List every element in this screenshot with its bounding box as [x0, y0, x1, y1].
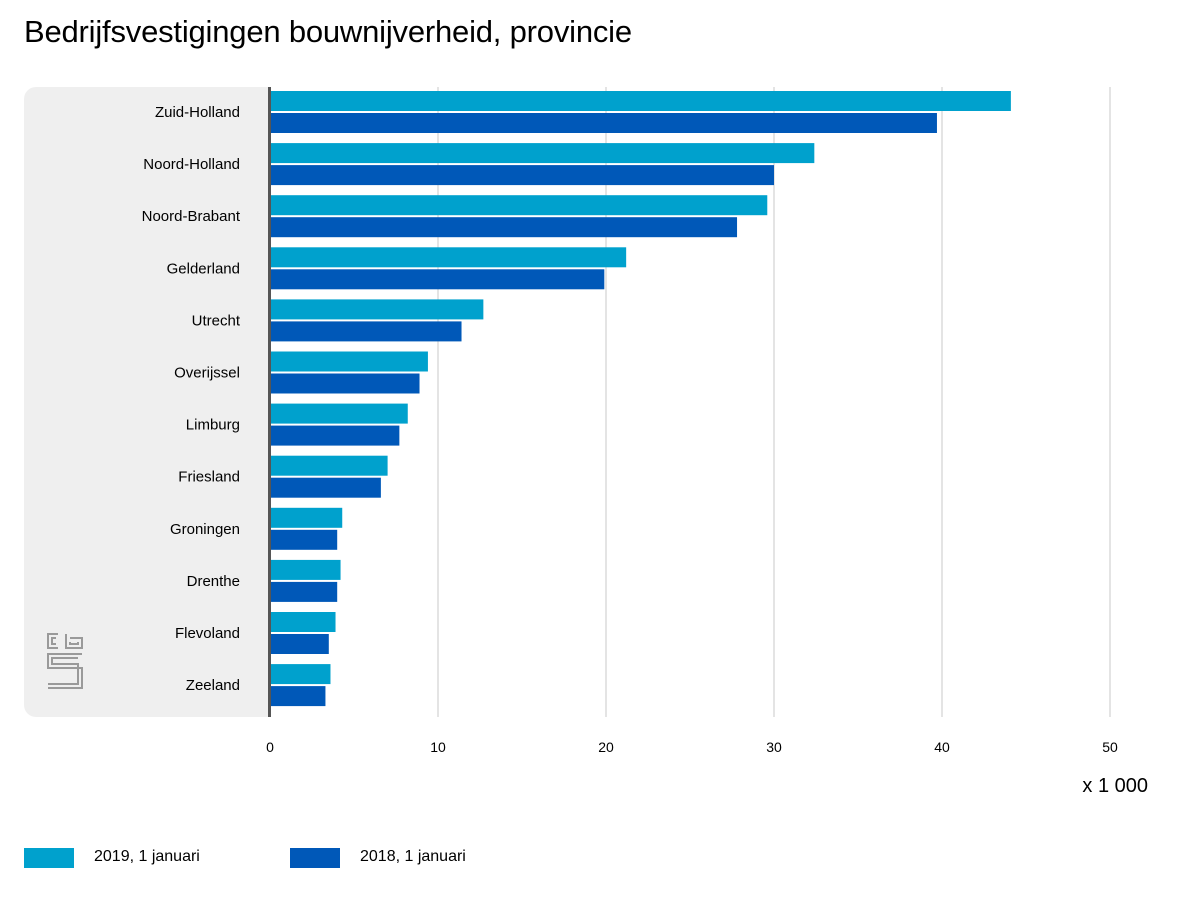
- bar-2019: [270, 559, 341, 580]
- x-axis-unit-label: x 1 000: [1082, 775, 1148, 797]
- bar-2018: [270, 425, 400, 446]
- bar-2018: [270, 529, 338, 550]
- bar-2019: [270, 299, 484, 320]
- category-label: Utrecht: [192, 312, 241, 329]
- legend-swatch-2018: [290, 848, 340, 868]
- x-tick-label: 30: [766, 739, 782, 755]
- category-label: Gelderland: [167, 260, 240, 277]
- bar-2018: [270, 686, 326, 707]
- bar-2019: [270, 91, 1011, 111]
- bar-2018: [270, 581, 338, 602]
- bar-2019: [270, 351, 428, 372]
- bar-2019: [270, 403, 408, 424]
- x-tick-label: 10: [430, 739, 446, 755]
- x-tick-label: 0: [266, 739, 274, 755]
- bar-2018: [270, 321, 462, 342]
- legend-swatch-2019: [24, 848, 74, 868]
- x-tick-label: 50: [1102, 739, 1118, 755]
- category-label: Noord-Holland: [143, 156, 240, 173]
- bar-2019: [270, 507, 343, 528]
- bar-2018: [270, 269, 605, 290]
- bar-2019: [270, 143, 815, 164]
- bar-2018: [270, 165, 774, 186]
- category-label: Flevoland: [175, 625, 240, 642]
- bar-2018: [270, 373, 420, 394]
- x-axis-ticks: 0 10 20 30 40 50: [266, 739, 1118, 755]
- x-tick-label: 20: [598, 739, 614, 755]
- bar-2018: [270, 217, 738, 238]
- bar-2018: [270, 113, 937, 133]
- category-label: Zuid-Holland: [155, 104, 240, 121]
- category-label: Overijssel: [174, 365, 240, 382]
- category-labels: Zuid-Holland Noord-Holland Noord-Brabant Ge…: [142, 104, 241, 694]
- category-label: Zeeland: [186, 677, 240, 694]
- gridlines: [437, 87, 1111, 717]
- category-label: Friesland: [178, 469, 240, 486]
- plot-area-background: [270, 87, 1170, 717]
- bar-2019: [270, 612, 336, 632]
- bar-2018: [270, 477, 381, 498]
- cbs-logo-icon: [47, 633, 83, 689]
- bar-2019: [270, 455, 388, 476]
- x-tick-label: 40: [934, 739, 950, 755]
- bars: [270, 91, 1011, 707]
- category-label: Limburg: [186, 417, 240, 434]
- legend-label-2018: 2018, 1 januari: [360, 848, 466, 865]
- bar-2018: [270, 634, 329, 654]
- bar-2019: [270, 664, 331, 685]
- category-label: Drenthe: [187, 573, 240, 590]
- legend-label-2019: 2019, 1 januari: [94, 848, 200, 865]
- bar-2019: [270, 247, 627, 268]
- category-label: Noord-Brabant: [142, 208, 241, 225]
- bar-2019: [270, 195, 768, 216]
- chart-title: Bedrijfsvestigingen bouwnijverheid, prov…: [24, 14, 632, 49]
- y-axis-line: [268, 87, 271, 717]
- category-label: Groningen: [170, 521, 240, 538]
